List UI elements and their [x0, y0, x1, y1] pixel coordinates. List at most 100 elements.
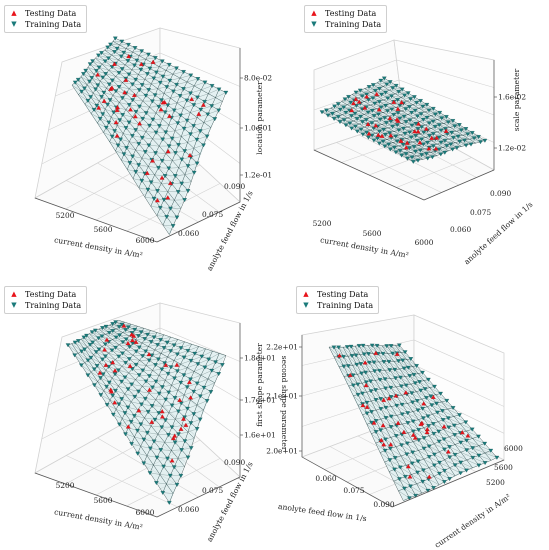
training-point [138, 67, 144, 72]
training-point [151, 196, 157, 201]
training-point [194, 137, 200, 142]
mesh-diagonal [415, 151, 427, 154]
training-point [436, 439, 442, 444]
mesh-diagonal [403, 144, 415, 147]
mesh-diagonal [184, 172, 195, 175]
training-point [407, 105, 412, 110]
mesh-diagonal [102, 113, 112, 118]
training-point [181, 355, 187, 360]
mesh-diagonal [155, 93, 165, 96]
mesh-diagonal [167, 339, 178, 343]
training-point [350, 373, 356, 378]
mesh-diagonal [444, 470, 456, 476]
mesh-diagonal [412, 104, 423, 107]
training-point [175, 190, 181, 195]
mesh-diagonal [147, 432, 158, 435]
mesh-diagonal [163, 199, 175, 201]
mesh-diagonal [414, 146, 425, 150]
mesh-diagonal [405, 121, 416, 124]
training-point [424, 102, 430, 107]
mesh-diagonal [417, 140, 428, 143]
mesh-diagonal [351, 346, 361, 355]
training-point [353, 353, 359, 358]
training-point [369, 410, 374, 414]
training-point [170, 224, 176, 229]
training-point [391, 112, 397, 117]
training-point [116, 85, 122, 90]
mesh-diagonal [362, 121, 372, 124]
training-point [163, 397, 169, 402]
training-point [335, 102, 341, 107]
training-point [380, 351, 386, 356]
mesh-diagonal [193, 122, 204, 126]
training-point [103, 354, 108, 359]
training-point [432, 124, 438, 129]
training-point [147, 123, 152, 128]
training-point [197, 394, 203, 399]
training-point [96, 336, 101, 341]
mesh-diagonal [168, 167, 179, 169]
mesh-diagonal [439, 124, 451, 128]
mesh-diagonal [424, 111, 436, 115]
mesh-diagonal [116, 328, 126, 330]
mesh-diagonal [207, 373, 219, 380]
z-axis-label: location parameter [255, 81, 264, 155]
triangle-up-icon: ▲ [303, 290, 309, 298]
mesh-diagonal [181, 181, 192, 184]
training-point [191, 170, 197, 175]
z-axis-label: scale parameter [512, 68, 521, 131]
training-point [123, 360, 128, 365]
testing-point [189, 96, 195, 102]
testing-point [410, 432, 416, 437]
training-point [350, 383, 356, 388]
mesh-diagonal [395, 457, 407, 466]
mesh-diagonal [127, 407, 138, 411]
mesh-diagonal [105, 73, 116, 77]
training-point [145, 332, 150, 337]
training-point [478, 140, 483, 145]
mesh-diagonal [401, 110, 412, 113]
training-point [408, 135, 414, 140]
training-point [125, 405, 131, 410]
mesh-diagonal [472, 438, 485, 444]
training-point [354, 362, 360, 367]
training-point [407, 130, 412, 135]
training-point [436, 429, 442, 434]
mesh-diagonal [454, 425, 467, 432]
training-point [343, 110, 349, 115]
mesh-diagonal [442, 410, 454, 417]
mesh-diagonal [431, 140, 442, 143]
mesh-diagonal [175, 174, 186, 176]
z-axis-label: first shape parameter [255, 343, 264, 427]
training-point [416, 428, 421, 432]
mesh-diagonal [389, 115, 400, 119]
mesh-diagonal [101, 335, 113, 340]
training-point [155, 343, 160, 348]
mesh-diagonal [149, 358, 159, 361]
mesh-diagonal [145, 151, 156, 154]
mesh-diagonal [409, 147, 421, 151]
training-point [171, 343, 177, 348]
training-point [397, 465, 403, 470]
mesh-diagonal [356, 92, 367, 95]
training-point [191, 124, 196, 128]
mesh-diagonal [166, 67, 177, 71]
training-point [113, 320, 118, 325]
training-point [166, 390, 172, 395]
triangle-up-icon: ▲ [11, 290, 17, 298]
training-point [126, 72, 132, 77]
mesh-diagonal [132, 368, 143, 371]
mesh-diagonal [200, 127, 211, 132]
testing-point [417, 140, 423, 145]
mesh-diagonal [147, 72, 157, 74]
training-point [185, 189, 191, 194]
mesh-diagonal [434, 454, 445, 460]
mesh-diagonal [420, 150, 431, 153]
x-axis-line [34, 197, 158, 243]
mesh-diagonal [110, 99, 120, 103]
training-point [140, 354, 146, 359]
y-axis-line [423, 169, 495, 201]
training-point [341, 364, 347, 369]
training-point [400, 142, 406, 147]
testing-point [131, 92, 137, 98]
